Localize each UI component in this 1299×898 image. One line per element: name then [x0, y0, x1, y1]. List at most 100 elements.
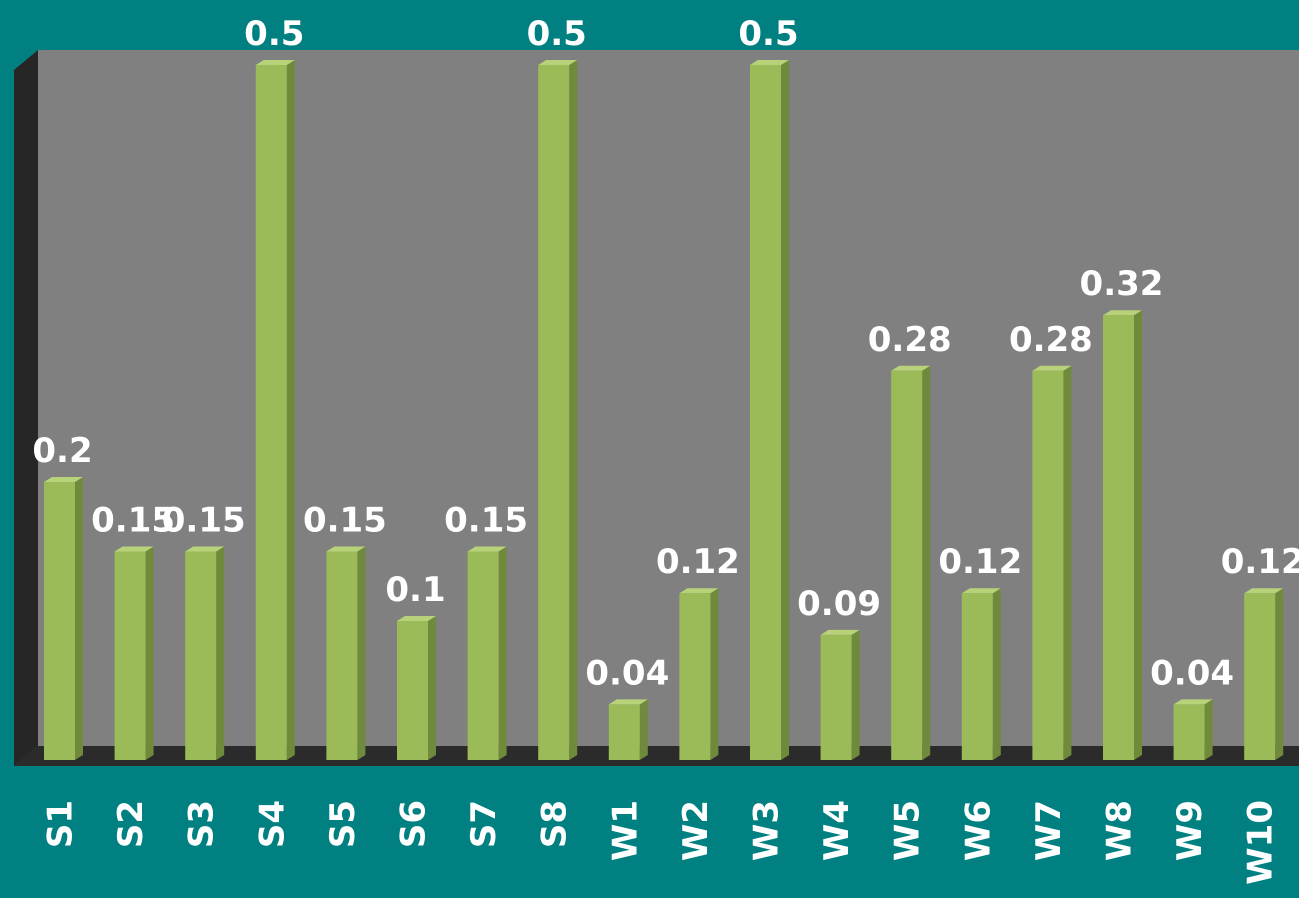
bar-s4 [255, 60, 295, 760]
value-label: 0.32 [1080, 264, 1164, 304]
category-label: W9 [1170, 800, 1210, 861]
bar-top [185, 546, 225, 552]
category-label: S5 [323, 800, 363, 848]
bar-side [145, 546, 154, 760]
bar-top [1173, 699, 1213, 705]
bar-side [569, 60, 578, 760]
bar-front [1173, 704, 1205, 760]
bar-top [891, 365, 931, 371]
category-labels-group: S1 S2 S3 S4 S5 S6 S7 S8 W1 W2 W3 W4 W5 W6 W7 W8 W9 W10 [41, 800, 1281, 885]
bar-front [538, 65, 570, 760]
bar-front [891, 370, 923, 760]
category-label: W10 [1241, 800, 1281, 885]
plot-wall-side [14, 50, 38, 766]
bar-front [679, 593, 711, 760]
bar-front [114, 551, 146, 760]
value-label: 0.04 [585, 653, 669, 693]
category-label: W3 [747, 800, 787, 861]
category-label: W2 [676, 800, 716, 861]
bar-side [1063, 365, 1072, 760]
bar-top [114, 546, 154, 552]
bar-front [961, 593, 993, 760]
bar-w9 [1173, 699, 1213, 760]
value-label: 0.5 [527, 14, 587, 54]
category-label: S8 [535, 800, 575, 848]
bar-side [922, 365, 931, 760]
category-label: W4 [817, 800, 857, 861]
bars-group [44, 60, 1284, 760]
bar-front [467, 551, 499, 760]
value-labels-group: 0.20.150.150.50.150.10.150.50.040.120.50… [32, 14, 1299, 693]
bar-side [992, 588, 1001, 760]
value-label: 0.28 [1009, 320, 1093, 360]
bar-side [286, 60, 295, 760]
bar-side [75, 477, 83, 760]
bar-top [326, 546, 366, 552]
category-label: S2 [111, 800, 151, 848]
bar-s8 [538, 60, 578, 760]
category-label: S6 [394, 800, 434, 848]
bar-s1 [44, 477, 83, 760]
value-label: 0.12 [938, 542, 1022, 582]
value-label: 0.15 [91, 501, 175, 541]
bar-w7 [1032, 365, 1072, 760]
bar-front [255, 65, 287, 760]
bar-w8 [1103, 310, 1142, 760]
bar-front [397, 621, 428, 760]
bar-top [820, 629, 860, 635]
bar-top [1032, 365, 1072, 371]
bar-side [639, 699, 648, 760]
value-label: 0.5 [738, 14, 798, 54]
bar-top [44, 477, 83, 482]
bar-front [326, 551, 358, 760]
value-label: 0.5 [244, 14, 304, 54]
bar-top [1103, 310, 1142, 316]
bar-s2 [114, 546, 154, 760]
bar-side [428, 616, 436, 760]
bar-side [216, 546, 225, 760]
bar-side [781, 60, 789, 760]
plot-wall-back [38, 50, 1299, 746]
category-label: S4 [252, 800, 292, 848]
value-label: 0.12 [1221, 542, 1299, 582]
category-label: S3 [182, 800, 222, 848]
bar-w5 [891, 365, 931, 760]
bar-side [1134, 310, 1142, 760]
bar-side [498, 546, 507, 760]
bar-top [961, 588, 1001, 594]
bar-s6 [397, 616, 436, 760]
bar-front [185, 551, 217, 760]
bar-front [750, 65, 781, 760]
bar-w4 [820, 629, 860, 760]
bar-w10 [1244, 588, 1284, 760]
bar-front [44, 482, 75, 760]
value-label: 0.2 [32, 431, 92, 471]
value-label: 0.09 [797, 584, 881, 624]
category-label: W1 [605, 800, 645, 861]
bar-top [750, 60, 789, 65]
bar-side [851, 629, 860, 760]
bar-w2 [679, 588, 719, 760]
bar-top [397, 616, 436, 621]
bar-s7 [467, 546, 507, 760]
bar-w6 [961, 588, 1001, 760]
bar-top [608, 699, 648, 705]
category-label: S7 [464, 800, 504, 848]
bar-s5 [326, 546, 366, 760]
bar-s3 [185, 546, 225, 760]
bar-side [1204, 699, 1213, 760]
bar-top [679, 588, 719, 594]
bar-side [1275, 588, 1284, 760]
bar-side [710, 588, 719, 760]
value-label: 0.1 [385, 570, 445, 610]
category-label: W6 [958, 800, 998, 861]
category-label: W5 [888, 800, 928, 861]
value-label: 0.12 [656, 542, 740, 582]
bar-top [1244, 588, 1284, 594]
bar-front [608, 704, 640, 760]
value-label: 0.15 [303, 501, 387, 541]
bar-front [1244, 593, 1276, 760]
bar-top [467, 546, 507, 552]
category-label: S1 [41, 800, 81, 848]
